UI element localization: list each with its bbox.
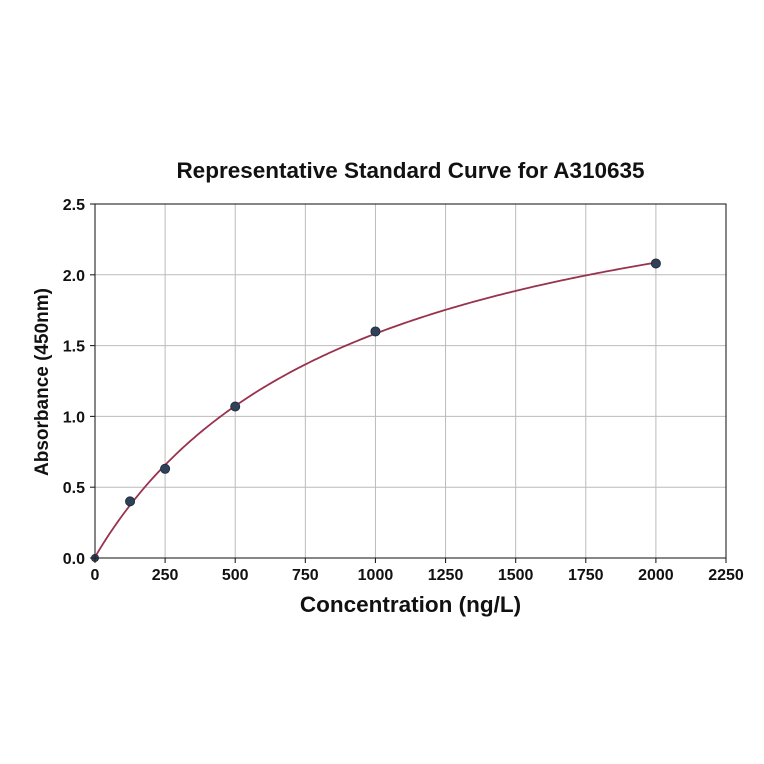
svg-text:250: 250: [152, 567, 179, 584]
svg-text:2250: 2250: [708, 567, 744, 584]
svg-text:1750: 1750: [568, 567, 604, 584]
svg-text:0.5: 0.5: [63, 480, 85, 497]
svg-text:0: 0: [91, 567, 100, 584]
svg-text:1.0: 1.0: [63, 409, 85, 426]
svg-text:2000: 2000: [638, 567, 674, 584]
svg-text:1.5: 1.5: [63, 339, 85, 356]
svg-text:750: 750: [292, 567, 319, 584]
svg-text:0.0: 0.0: [63, 551, 85, 568]
svg-text:2.5: 2.5: [63, 197, 85, 214]
svg-text:1250: 1250: [428, 567, 464, 584]
svg-text:1500: 1500: [498, 567, 534, 584]
svg-text:2.0: 2.0: [63, 268, 85, 285]
svg-text:500: 500: [222, 567, 249, 584]
svg-text:1000: 1000: [358, 567, 394, 584]
